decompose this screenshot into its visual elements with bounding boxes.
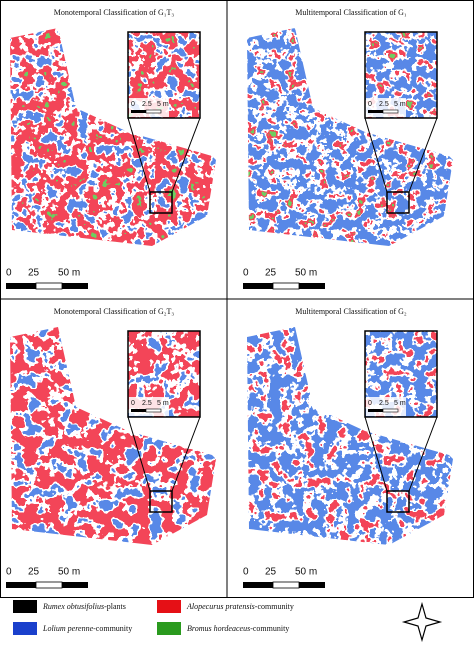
scale-bar: [35, 581, 63, 589]
scale-label: 0: [243, 567, 249, 578]
scale-label: 50 m: [58, 567, 80, 578]
inset-locator: [149, 490, 173, 513]
inset-scale-label: 2.5: [379, 400, 389, 407]
panel-title: Multitemporal Classification of G₁: [295, 8, 407, 17]
legend-label: Alopecurus pratensis-community: [186, 602, 294, 611]
legend-label: Lolium perenne-community: [42, 624, 132, 633]
inset-scale-bar: [382, 408, 399, 413]
scale-label: 0: [6, 268, 12, 279]
scale-bar: [272, 282, 300, 290]
scale-label: 50 m: [295, 567, 317, 578]
inset-connector: [364, 416, 388, 492]
inset-scale-label: 2.5: [142, 101, 152, 108]
scale-label: 50 m: [58, 268, 80, 279]
legend-swatch: [13, 622, 37, 635]
map-panel: Monotemporal Classification of G₁T₃ 0 2.5 5…: [6, 8, 216, 290]
scale-bar: [272, 581, 300, 589]
scale-bar: [6, 582, 36, 588]
legend-label: Rumex obtusifolius-plants: [42, 602, 126, 611]
scale-bar: [35, 282, 63, 290]
inset-scale-label: 2.5: [142, 400, 152, 407]
legend-swatch: [157, 622, 181, 635]
inset-scale-label: 5 m: [157, 101, 169, 108]
panel-title: Monotemporal Classification of G₂T₃: [54, 307, 175, 316]
inset-connector: [171, 117, 201, 193]
scale-bar: [299, 283, 325, 289]
panel-title: Multitemporal Classification of G₂: [295, 307, 407, 316]
inset-connector: [364, 117, 388, 193]
scale-label: 50 m: [295, 268, 317, 279]
scale-bar: [299, 582, 325, 588]
inset-scale-bar: [145, 109, 162, 114]
panel-title: Monotemporal Classification of G₁T₃: [54, 8, 175, 17]
legend: Rumex obtusifolius-plants Alopecurus pra…: [13, 600, 443, 643]
inset-connector: [408, 117, 438, 193]
inset-scale-label: 5 m: [394, 400, 406, 407]
north-arrow: [401, 601, 443, 643]
scale-label: 25: [265, 268, 277, 279]
inset-frame: [364, 31, 438, 119]
inset-locator: [386, 191, 410, 214]
inset-scale-bar: [368, 409, 383, 412]
inset-connector: [171, 416, 201, 492]
inset-connector: [127, 117, 151, 193]
inset-scale-bar: [131, 110, 146, 113]
inset-frame: [127, 31, 201, 119]
inset-scale-bar: [368, 110, 383, 113]
scale-bar: [62, 582, 88, 588]
inset-connector: [127, 416, 151, 492]
scale-label: 25: [28, 268, 40, 279]
inset-scale-label: 0: [368, 400, 372, 407]
inset-scale-label: 0: [131, 101, 135, 108]
inset-scale-label: 5 m: [394, 101, 406, 108]
legend-swatch: [157, 600, 181, 613]
inset-locator: [149, 191, 173, 214]
legend-label: Bromus hordeaceus-community: [187, 624, 289, 633]
scale-label: 25: [28, 567, 40, 578]
inset-scale-label: 5 m: [157, 400, 169, 407]
inset-scale-bar: [382, 109, 399, 114]
inset-frame: [127, 330, 201, 418]
inset-connector: [408, 416, 438, 492]
scale-label: 0: [6, 567, 12, 578]
map-panel: Multitemporal Classification of G₁ 0 2.5 5 …: [243, 8, 453, 290]
scale-label: 0: [243, 268, 249, 279]
inset-locator: [386, 490, 410, 513]
inset-scale-bar: [131, 409, 146, 412]
scale-label: 25: [265, 567, 277, 578]
legend-swatch: [13, 600, 37, 613]
map-panel: Monotemporal Classification of G₂T₃ 0 2.5 5…: [6, 307, 216, 589]
inset-frame: [364, 330, 438, 418]
inset-scale-bar: [145, 408, 162, 413]
map-panel: Multitemporal Classification of G₂ 0 2.5 5 …: [243, 307, 453, 589]
scale-bar: [243, 283, 273, 289]
inset-scale-label: 0: [131, 400, 135, 407]
inset-scale-label: 2.5: [379, 101, 389, 108]
inset-scale-label: 0: [368, 101, 372, 108]
scale-bar: [243, 582, 273, 588]
scale-bar: [6, 283, 36, 289]
scale-bar: [62, 283, 88, 289]
